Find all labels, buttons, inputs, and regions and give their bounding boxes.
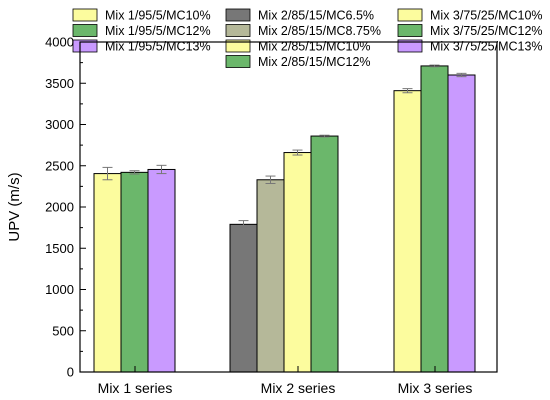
legend-label: Mix 1/95/5/MC12%	[105, 24, 211, 38]
legend-item-mix-1-95-5-mc13: Mix 1/95/5/MC13%	[72, 39, 211, 54]
bar-mix-2-85-15-mc8-75	[256, 179, 285, 373]
bar-mix-1-95-5-mc12	[120, 171, 149, 373]
y-axis-title: UPV (m/s)	[6, 172, 23, 241]
legend-label: Mix 2/85/15/MC6.5%	[258, 9, 374, 23]
y-tick-label: 4000	[45, 35, 74, 50]
bar-mix-1-95-5-mc13	[147, 168, 176, 373]
bar-mix-3-75-25-mc12	[420, 65, 449, 373]
legend-item-mix-2-85-15-mc6-5: Mix 2/85/15/MC6.5%	[225, 8, 374, 23]
legend-swatch	[225, 39, 251, 53]
bar-mix-2-85-15-mc6-5	[229, 223, 258, 373]
legend-label: Mix 3/75/25/MC13%	[430, 40, 543, 54]
bar-mix-3-75-25-mc10	[393, 90, 422, 373]
legend-swatch	[225, 24, 251, 37]
legend-swatch	[225, 55, 251, 68]
bar-mix-2-85-15-mc12	[310, 135, 339, 373]
error-bar-mix-1-95-5-mc13	[156, 164, 167, 175]
legend-swatch	[225, 8, 251, 22]
legend-item-mix-2-85-15-mc8-75: Mix 2/85/15/MC8.75%	[225, 24, 381, 38]
y-tick-label: 3000	[45, 117, 74, 132]
legend-item-mix-2-85-15-mc12: Mix 2/85/15/MC12%	[225, 55, 371, 69]
error-bar-mix-2-85-15-mc10	[292, 149, 303, 156]
legend-label: Mix 2/85/15/MC10%	[258, 40, 371, 54]
legend-item-mix-2-85-15-mc10: Mix 2/85/15/MC10%	[225, 39, 371, 54]
legend-label: Mix 3/75/25/MC10%	[430, 9, 543, 23]
x-tick-label-mix-3-series: Mix 3 series	[398, 380, 473, 396]
legend-item-mix-3-75-25-mc10: Mix 3/75/25/MC10%	[397, 8, 543, 23]
error-bar-mix-2-85-15-mc8-75	[265, 175, 276, 184]
error-bar-mix-2-85-15-mc12	[319, 134, 330, 138]
bar-mix-1-95-5-mc10	[93, 173, 122, 373]
y-tick-label: 0	[67, 365, 74, 380]
error-bar-mix-2-85-15-mc6-5	[238, 220, 249, 229]
legend: Mix 1/95/5/MC10%Mix 1/95/5/MC12% Mix 1/95…	[72, 8, 543, 69]
legend-item-mix-3-75-25-mc13: Mix 3/75/25/MC13%	[397, 39, 543, 54]
bar-mix-3-75-25-mc13	[447, 74, 476, 373]
error-bar-mix-1-95-5-mc10	[102, 166, 113, 181]
legend-swatch	[72, 24, 98, 37]
legend-item-mix-1-95-5-mc10: Mix 1/95/5/MC10%	[72, 8, 211, 23]
error-bar-mix-3-75-25-mc12	[429, 64, 440, 68]
legend-item-mix-3-75-25-mc12: Mix 3/75/25/MC12%	[397, 24, 543, 38]
bar-mix-2-85-15-mc10	[283, 152, 312, 373]
legend-swatch	[72, 39, 98, 53]
error-bar-mix-3-75-25-mc10	[402, 88, 413, 94]
error-bar-mix-1-95-5-mc12	[129, 170, 140, 175]
y-tick-label: 1000	[45, 282, 74, 297]
legend-label: Mix 1/95/5/MC10%	[105, 9, 211, 23]
axes: 0 500 1000 1500 2000 2500 3000 3500 4000 Mix 1 se…	[45, 35, 498, 396]
y-tick-label: 1500	[45, 241, 74, 256]
y-tick-label: 3500	[45, 76, 74, 91]
y-tick-label: 500	[52, 323, 74, 338]
legend-label: Mix 1/95/5/MC13%	[105, 40, 211, 54]
legend-swatch	[397, 8, 423, 22]
legend-item-mix-1-95-5-mc12: Mix 1/95/5/MC12%	[72, 24, 211, 38]
legend-label: Mix 2/85/15/MC12%	[258, 55, 371, 69]
x-tick-label-mix-2-series: Mix 2 series	[261, 380, 336, 396]
bars	[93, 64, 476, 373]
x-tick-label-mix-1-series: Mix 1 series	[98, 380, 173, 396]
error-bar-mix-3-75-25-mc13	[456, 72, 467, 78]
legend-label: Mix 3/75/25/MC12%	[430, 24, 543, 38]
y-tick-label: 2000	[45, 200, 74, 215]
legend-swatch	[397, 24, 423, 37]
y-tick-label: 2500	[45, 158, 74, 173]
legend-label: Mix 2/85/15/MC8.75%	[258, 24, 381, 38]
legend-swatch	[397, 39, 423, 53]
legend-swatch	[72, 8, 98, 22]
